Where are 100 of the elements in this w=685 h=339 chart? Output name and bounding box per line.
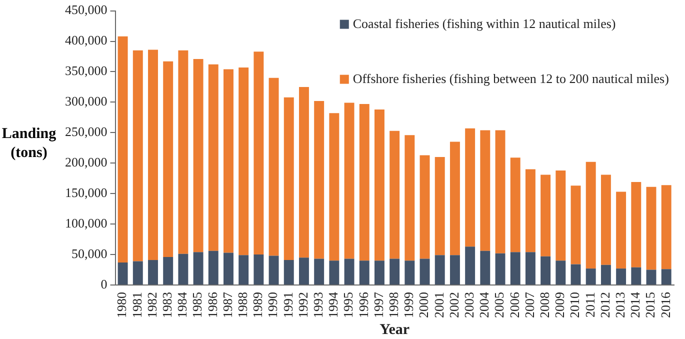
bar [163, 256, 174, 284]
bar [208, 250, 218, 284]
bar [314, 258, 324, 284]
x-axis-title: Year [380, 322, 410, 338]
legend-label: Coastal fisheries (fishing within 12 nautical miles) [352, 16, 616, 32]
bar [390, 130, 400, 259]
bar [404, 260, 415, 284]
bar [646, 186, 656, 270]
x-tick-label: 1984 [174, 292, 190, 318]
x-tick-label: 1997 [370, 292, 386, 318]
x-tick-label: 1994 [326, 292, 341, 318]
x-tick-label: 2010 [567, 292, 582, 318]
y-tick-label: 300,000 [65, 94, 108, 109]
bar [600, 174, 611, 265]
x-tick-label: 1999 [401, 292, 416, 318]
bar [525, 252, 536, 284]
bar [299, 258, 309, 284]
y-tick-label: 100,000 [65, 215, 108, 230]
bar [374, 110, 384, 261]
x-tick-label: 1990 [265, 292, 280, 318]
bar [661, 269, 672, 284]
bar [570, 264, 581, 284]
y-axis-title: Landing (tons) [0, 125, 58, 163]
bar [525, 169, 536, 252]
x-tick-label: 1986 [204, 292, 220, 318]
x-tick-label: 1991 [280, 292, 296, 318]
bar [329, 260, 340, 284]
bar [224, 252, 234, 284]
y-tick-label: 250,000 [65, 124, 108, 140]
bar [374, 260, 384, 284]
x-tick-label: 2005 [492, 292, 507, 318]
x-tick-label: 2014 [628, 292, 643, 318]
x-tick-label: 1989 [250, 292, 266, 318]
bar [586, 268, 596, 284]
x-tick-label: 1980 [114, 292, 130, 318]
bar [208, 64, 218, 251]
bar [495, 130, 506, 254]
x-tick-label: 1985 [190, 292, 205, 318]
bar [284, 260, 294, 284]
bar [193, 252, 204, 284]
bar [163, 61, 174, 257]
x-tick-label: 1998 [386, 292, 401, 318]
y-tick-label: 0 [100, 276, 108, 292]
bar [420, 155, 430, 259]
x-tick-label: 2003 [461, 292, 476, 318]
y-tick-label: 450,000 [65, 2, 108, 18]
x-tick-label: 2016 [658, 292, 673, 318]
x-tick-label: 1995 [340, 292, 356, 318]
y-tick-label: 150,000 [65, 185, 108, 200]
bar [450, 142, 460, 256]
x-tick-label: 1987 [220, 292, 235, 318]
x-tick-label: 2000 [416, 292, 432, 318]
bar [284, 97, 294, 260]
bar [616, 268, 626, 284]
bar [254, 254, 264, 284]
bar [118, 262, 128, 284]
bar [556, 260, 566, 284]
bar [420, 258, 430, 284]
bar [359, 260, 370, 284]
bar [586, 162, 596, 269]
x-tick-label: 2011 [582, 292, 598, 318]
bar [465, 246, 476, 284]
bar [224, 69, 234, 253]
bar [178, 254, 188, 284]
x-tick-label: 1988 [235, 292, 250, 318]
x-tick-label: 1992 [295, 292, 310, 318]
bar [540, 174, 551, 256]
bar [344, 102, 354, 259]
x-tick-label: 2004 [476, 292, 492, 318]
y-tick-label: 50,000 [72, 246, 108, 261]
y-tick-label: 400,000 [65, 32, 108, 48]
bar [359, 104, 370, 261]
bar [148, 260, 158, 284]
x-tick-label: 1996 [356, 292, 371, 318]
y-tick-label: 350,000 [65, 63, 108, 78]
y-tick-label: 200,000 [65, 154, 108, 170]
bar [268, 256, 279, 284]
bar [556, 170, 566, 261]
bar [344, 258, 354, 284]
bar [238, 255, 249, 284]
bar [661, 185, 672, 270]
bar [254, 52, 264, 255]
bar [118, 36, 128, 262]
bar [616, 192, 626, 269]
x-tick-label: 2002 [446, 292, 462, 318]
x-tick-label: 1983 [160, 292, 175, 318]
bar [631, 182, 642, 268]
bar [540, 256, 551, 284]
x-tick-label: 1982 [144, 292, 160, 318]
bar [132, 50, 143, 262]
bar [434, 157, 445, 256]
bar [600, 264, 611, 284]
bar [510, 252, 520, 284]
bar [465, 128, 476, 247]
x-tick-label: 2008 [536, 292, 552, 318]
bar [268, 78, 279, 256]
bar [329, 113, 340, 261]
x-tick-label: 2009 [552, 292, 568, 318]
x-tick-label: 1993 [310, 292, 326, 318]
bar [480, 130, 490, 251]
